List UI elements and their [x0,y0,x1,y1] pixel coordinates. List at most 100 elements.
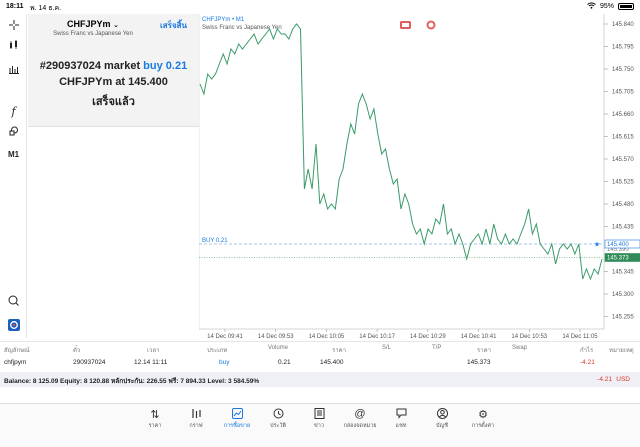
y-tick-label: 145.840 [612,22,634,28]
row-volume: 0.21 [278,359,291,366]
y-tick-label: 145.345 [612,270,634,276]
y-tick-label: 145.570 [612,157,634,163]
tab-news[interactable]: ข่าว [299,408,339,430]
tab-label: ประวัติ [269,423,287,429]
row-current-price: 145.373 [467,359,491,366]
row-profit: -4.21 [580,359,595,366]
function-icon[interactable]: f [11,104,16,118]
tab-history[interactable]: ประวัติ [258,408,298,430]
tab-label: แชท [395,423,407,429]
tab-quotes[interactable]: ⇅ ราคา [135,408,175,430]
history-icon [258,408,298,422]
tab-label: ข่าว [314,423,324,429]
bar-chart-icon[interactable] [0,36,27,54]
buy-order-star-icon[interactable]: ★ [594,241,600,249]
col-volume[interactable]: Volume [268,345,289,351]
buy-price-tag-bg [604,239,640,249]
col-sl[interactable]: S/L [382,345,392,351]
buy-price-tag: 145.400 [607,242,629,248]
chevron-down-icon: ⌄ [113,22,119,29]
x-tick-label: 14 Dec 09:53 [258,334,294,338]
settings-icon: ⚙ [478,409,488,421]
status-time: 18:11 [6,3,24,10]
chart-svg[interactable]: CHFJPYm • M1 Swiss Franc vs Japanese Yen… [199,14,640,338]
trade-icon [217,408,257,422]
col-price[interactable]: ราคา [332,348,346,354]
row-symbol: chfjpym [4,359,27,366]
y-tick-label: 145.300 [612,292,634,298]
bid-price-tag: 145.373 [607,256,629,262]
y-tick-label: 145.615 [612,135,634,141]
tab-settings[interactable]: ⚙ การตั้งค่า [463,408,503,430]
bottom-tab-bar: ⇅ ราคา กราฟ การซื้อขาย ประวัติ ข่าว @ กล… [0,403,640,447]
x-tick-label: 14 Dec 10:29 [410,334,446,338]
battery-icon [618,3,634,10]
col-tp[interactable]: T/P [432,345,442,351]
row-price: 145.400 [320,359,344,366]
col-time[interactable]: เวลา [147,348,160,354]
account-currency: USD [616,376,630,383]
tab-label: ราคา [148,423,162,429]
tab-label: การซื้อขาย [223,423,251,429]
tab-mailbox[interactable]: @ กล่องจดหมาย [340,408,380,430]
chart-subtitle: Swiss Franc vs Japanese Yen [202,25,282,31]
account-icon [422,408,462,422]
tab-label: การตั้งค่า [471,423,495,429]
order-result-panel: CHFJPYm ⌄ Swiss Franc vs Japanese Yen เส… [28,14,199,127]
done-button[interactable]: เสร็จสิ้น [160,21,187,30]
row-ticket: 290937024 [73,359,106,366]
order-summary-line: #290937024 market buy 0.21 [39,60,188,72]
x-tick-label: 14 Dec 10:41 [461,334,497,338]
app-logo-icon[interactable] [0,316,27,334]
col-ticket[interactable]: ตั๋ว [73,348,81,354]
col-profit[interactable]: กำไร [580,348,594,354]
col-swap[interactable]: Swap [512,345,528,351]
y-tick-label: 145.255 [612,315,634,321]
col-symbol[interactable]: สัญลักษณ์ [4,348,30,354]
hidden-price-tag: 145.390 [607,247,629,253]
y-tick-label: 145.435 [612,225,634,231]
x-tick-label: 14 Dec 11:05 [562,334,598,338]
chart-tool-rail: f M1 [0,14,27,338]
tab-account[interactable]: บัญชี [422,408,462,430]
objects-icon[interactable] [0,122,27,140]
tab-trade[interactable]: การซื้อขาย [217,408,257,430]
balance-summary: Balance: 8 125.09 Equity: 8 120.88 หลักป… [4,378,260,385]
wifi-icon [587,2,596,11]
y-tick-label: 145.480 [612,202,634,208]
chat-icon [381,408,421,422]
status-bar: 18:11 พ. 14 ธ.ค. 95% [0,0,640,14]
price-chart[interactable]: CHFJPYm • M1 Swiss Franc vs Japanese Yen… [199,14,640,338]
total-profit: -4.21 [597,376,612,383]
col-current-price[interactable]: ราคา [477,348,491,354]
row-type: buy [219,359,230,366]
col-comment[interactable]: หมายเหตุ [609,348,634,354]
tab-label: กล่องจดหมาย [343,423,377,429]
table-row[interactable]: chfjpym 290937024 12.14 11:11 buy 0.21 1… [0,356,640,372]
chart-header-icons [400,20,436,30]
crosshair-icon[interactable] [0,16,27,34]
indicator-icon[interactable] [0,60,27,78]
order-status-line: เสร็จแล้ว [92,96,135,108]
tab-charts[interactable]: กราฟ [176,408,216,430]
y-tick-label: 145.795 [612,45,634,51]
timeframe-button[interactable]: M1 [7,149,20,159]
y-tick-label: 145.705 [612,90,634,96]
news-icon [299,408,339,422]
buy-order-label: BUY 0.21 [202,238,228,244]
panel-description: Swiss Franc vs Japanese Yen [53,31,133,37]
col-type[interactable]: ประเภท [207,348,228,354]
bid-price-tag-bg [604,253,640,262]
x-tick-label: 14 Dec 10:17 [359,334,395,338]
zoom-icon[interactable] [0,291,27,309]
tab-chat[interactable]: แชท [381,408,421,430]
y-tick-label: 145.525 [612,180,634,186]
mailbox-icon: @ [354,408,366,420]
panel-symbol[interactable]: CHFJPYm ⌄ [67,19,119,29]
tab-label: กราฟ [189,423,203,429]
status-right: 95% [587,2,634,11]
y-tick-label: 145.660 [612,112,634,118]
y-tick-label: 145.750 [612,67,634,73]
x-tick-label: 14 Dec 09:41 [207,334,243,338]
price-line-series [199,23,603,281]
